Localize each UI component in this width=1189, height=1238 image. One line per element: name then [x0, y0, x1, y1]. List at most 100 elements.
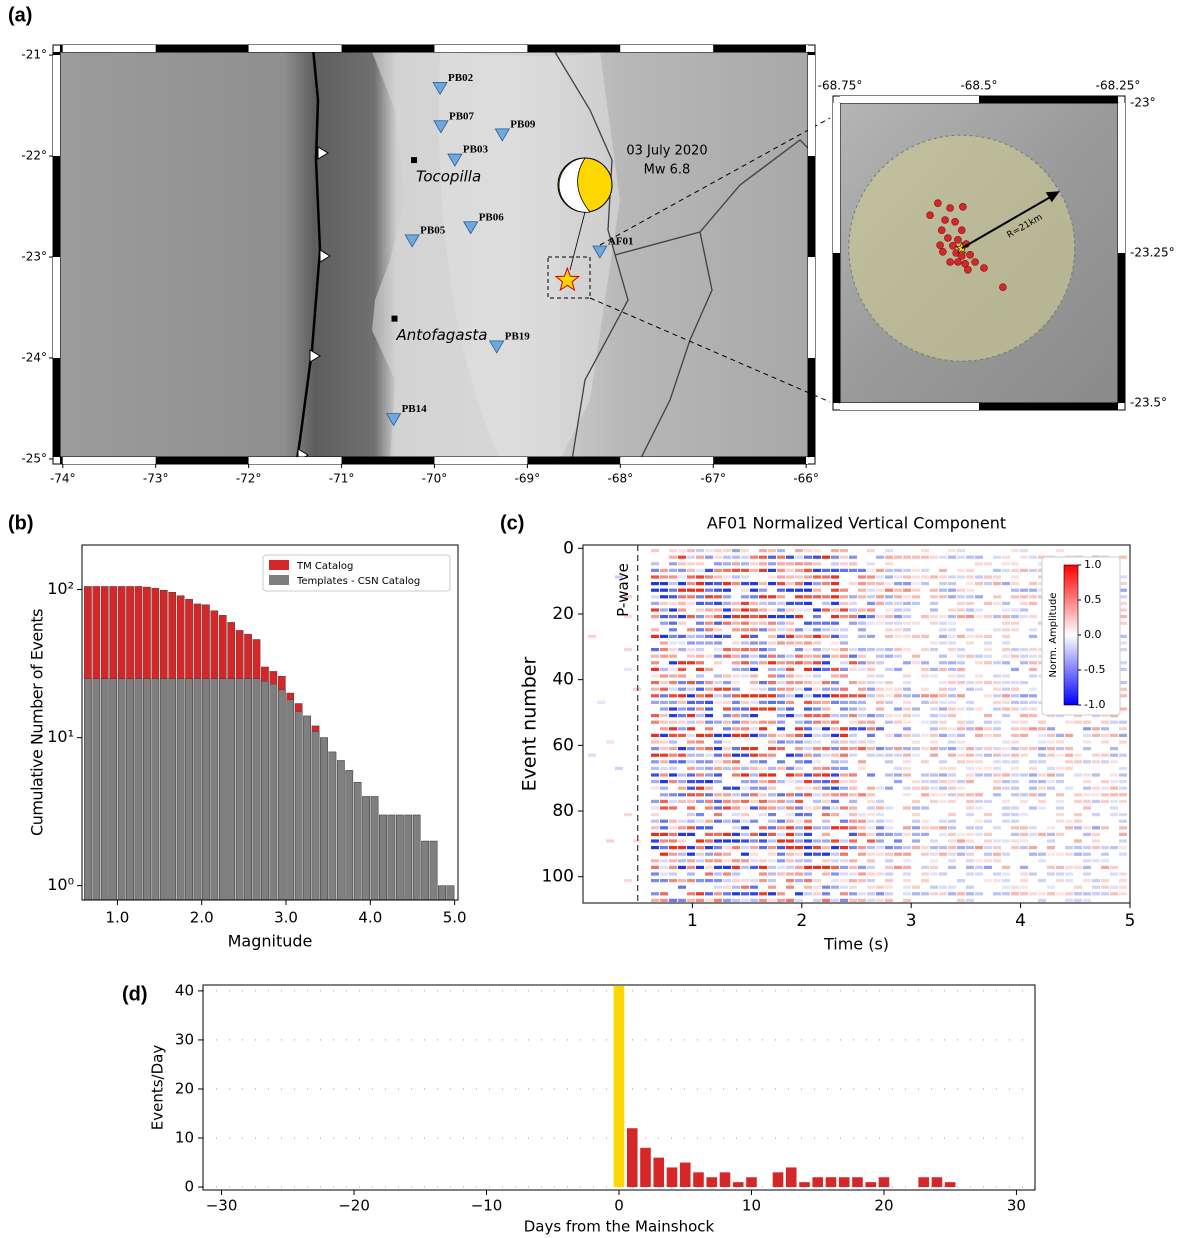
waveform-cell [795, 747, 803, 751]
waveform-cell [651, 839, 659, 843]
waveform-cell [849, 733, 857, 737]
waveform-cell [705, 667, 713, 671]
waveform-cell [948, 694, 956, 698]
waveform-cell [840, 892, 848, 896]
waveform-cell [714, 773, 722, 777]
waveform-cell [903, 615, 911, 619]
waveform-cell [714, 839, 722, 843]
waveform-cell [696, 634, 704, 638]
waveform-cell [993, 727, 1001, 731]
waveform-cell [849, 892, 857, 896]
waveform-cell [669, 846, 677, 850]
waveform-cell [957, 608, 965, 612]
waveform-cell [714, 654, 722, 658]
waveform-cell [687, 714, 695, 718]
waveform-cell [993, 786, 1001, 790]
waveform-cell [795, 720, 803, 724]
waveform-cell [696, 575, 704, 579]
waveform-cell [1002, 760, 1010, 764]
waveform-cell [651, 819, 659, 823]
waveform-cell [669, 898, 677, 902]
waveform-cell [840, 714, 848, 718]
waveform-cell [822, 601, 830, 605]
waveform-cell [651, 760, 659, 764]
waveform-cell [876, 681, 884, 685]
waveform-cell [1011, 568, 1019, 572]
waveform-cell [1029, 707, 1037, 711]
waveform-cell [1029, 727, 1037, 731]
waveform-cell [822, 555, 830, 559]
waveform-cell [930, 615, 938, 619]
waveform-cell [867, 720, 875, 724]
waveform-cell [939, 892, 947, 896]
waveform-cell [894, 654, 902, 658]
waveform-cell [867, 595, 875, 599]
waveform-cell [660, 773, 668, 777]
waveform-cell [1074, 892, 1082, 896]
waveform-cell [750, 819, 758, 823]
waveform-cell [1119, 733, 1127, 737]
waveform-cell [786, 694, 794, 698]
waveform-cell [732, 773, 740, 777]
waveform-cell [894, 694, 902, 698]
waveform-cell [966, 582, 974, 586]
waveform-cell [957, 733, 965, 737]
waveform-cell [1083, 720, 1091, 724]
waveform-cell [777, 740, 785, 744]
waveform-cell [849, 819, 857, 823]
waveform-cell [1119, 694, 1127, 698]
bar [328, 751, 337, 901]
waveform-cell [1020, 839, 1028, 843]
waveform-cell [732, 608, 740, 612]
waveform-cell [1047, 753, 1055, 757]
waveform-cell [696, 773, 704, 777]
waveform-cell [1020, 799, 1028, 803]
waveform-cell [732, 720, 740, 724]
waveform-cell [795, 740, 803, 744]
frame-segment [155, 45, 249, 52]
waveform-cell [894, 608, 902, 612]
waveform-cell [966, 555, 974, 559]
waveform-cell [705, 747, 713, 751]
waveform-cell [822, 654, 830, 658]
waveform-cell [912, 595, 920, 599]
waveform-cell [831, 773, 839, 777]
waveform-cell [813, 674, 821, 678]
waveform-cell [732, 687, 740, 691]
waveform-cell [624, 879, 632, 883]
waveform-cell [858, 621, 866, 625]
waveform-cell [849, 826, 857, 830]
waveform-cell [705, 846, 713, 850]
waveform-cell [948, 832, 956, 836]
waveform-cell [939, 661, 947, 665]
waveform-cell [813, 846, 821, 850]
waveform-cell [741, 621, 749, 625]
waveform-cell [1011, 839, 1019, 843]
waveform-cell [741, 879, 749, 883]
waveform-cell [867, 832, 875, 836]
waveform-cell [678, 700, 686, 704]
waveform-cell [732, 700, 740, 704]
waveform-cell [795, 661, 803, 665]
waveform-cell [975, 892, 983, 896]
waveform-cell [1038, 786, 1046, 790]
waveform-cell [768, 674, 776, 678]
waveform-cell [768, 780, 776, 784]
waveform-cell [723, 846, 731, 850]
waveform-cell [813, 667, 821, 671]
bar [838, 1177, 850, 1188]
waveform-cell [876, 648, 884, 652]
waveform-cell [1020, 707, 1028, 711]
waveform-cell [1038, 832, 1046, 836]
waveform-cell [723, 681, 731, 685]
waveform-cell [885, 634, 893, 638]
waveform-cell [822, 806, 830, 810]
waveform-cell [957, 852, 965, 856]
waveform-cell [1038, 753, 1046, 757]
waveform-cell [696, 846, 704, 850]
waveform-cell [831, 654, 839, 658]
bar [277, 689, 286, 901]
waveform-cell [1029, 852, 1037, 856]
waveform-cell [660, 700, 668, 704]
waveform-cell [813, 839, 821, 843]
